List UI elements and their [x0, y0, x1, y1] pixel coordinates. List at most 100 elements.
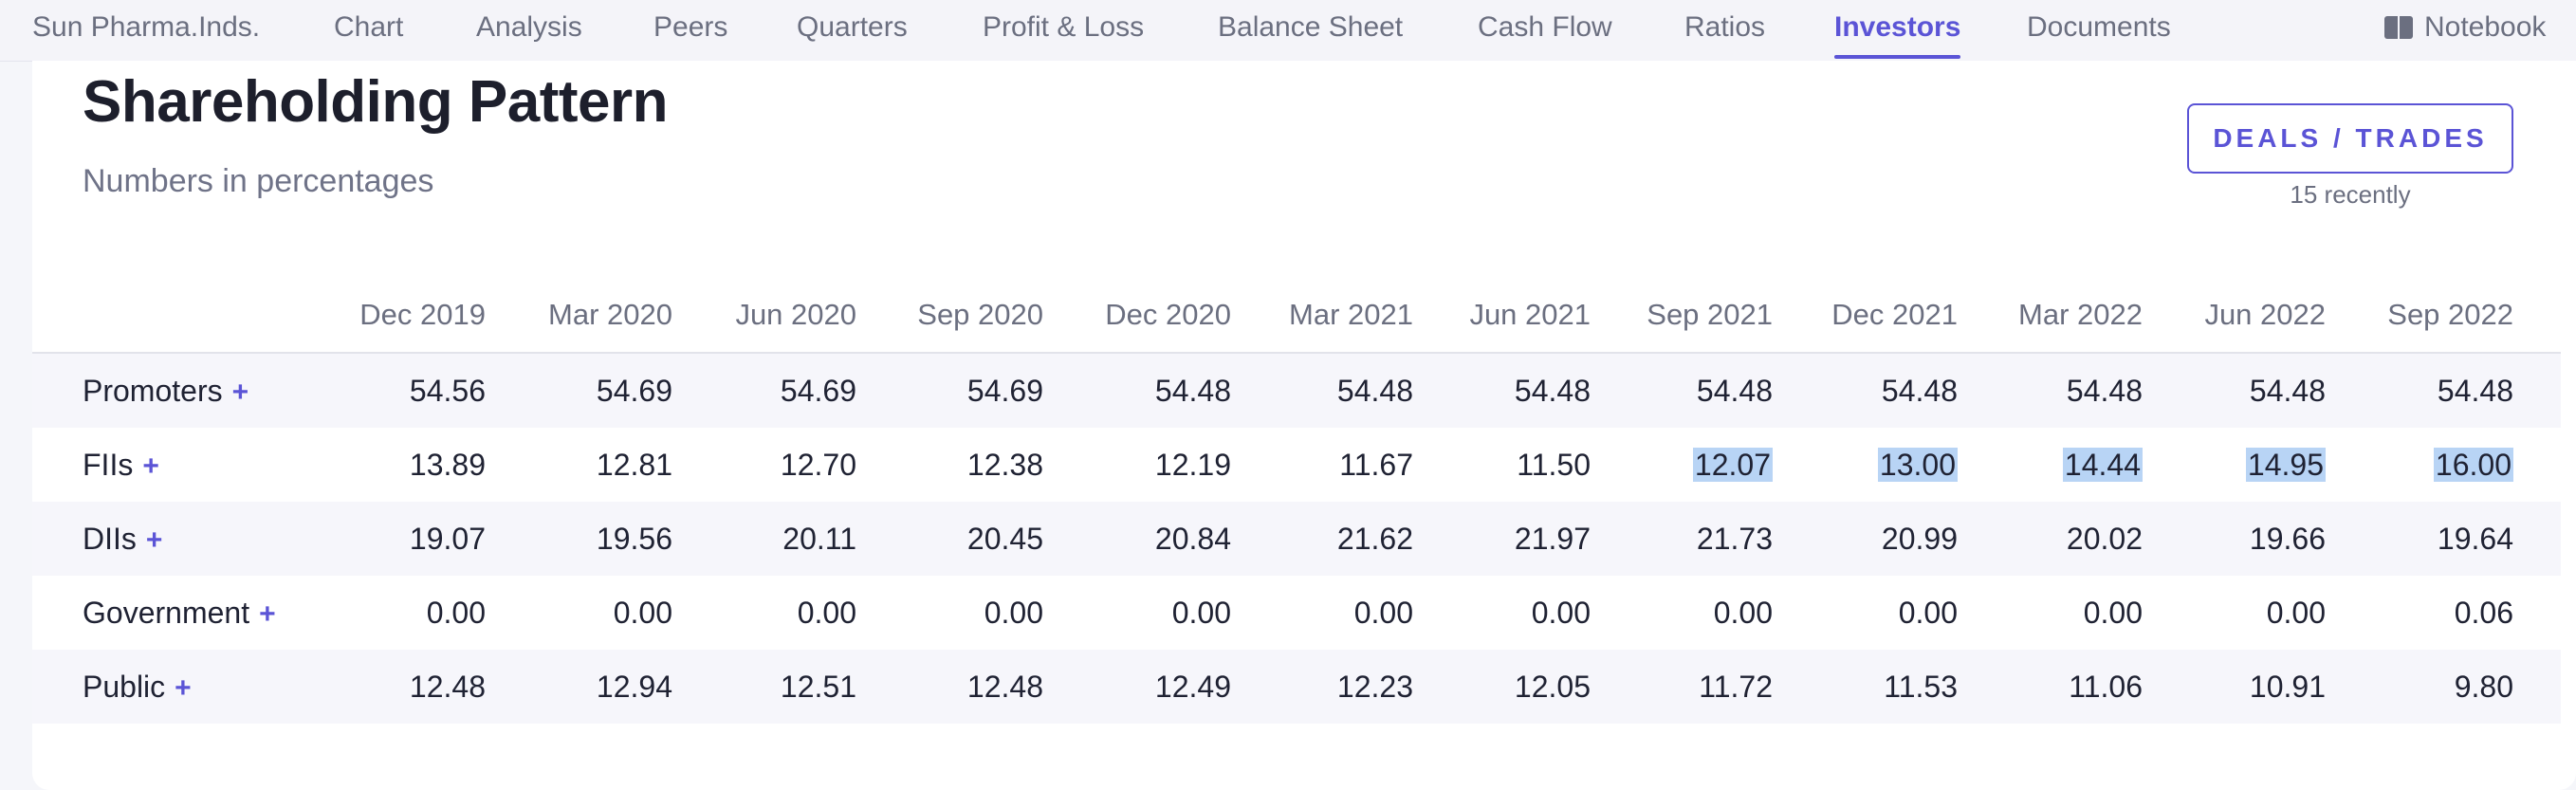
cell-value: 12.70	[780, 448, 856, 482]
table-row: FIIs +13.89 12.81 12.70 12.38 12.19 11.67 11.50…	[32, 428, 2561, 502]
table-cell: 12.48	[967, 650, 1043, 724]
table-cell: 12.49	[1155, 650, 1231, 724]
table-cell: 11.50	[1517, 428, 1591, 502]
table-row: Government + 0.00 0.00 0.00 0.00 0.00 0.00 0.00 0…	[32, 576, 2561, 650]
table-cell: 12.70	[781, 428, 856, 502]
column-header[interactable]: Sep 2022	[2387, 298, 2513, 331]
nav-tab-analysis[interactable]: Analysis	[476, 11, 582, 43]
column-header[interactable]: Sep 2020	[917, 298, 1043, 331]
table-cell: 16.00	[2433, 428, 2513, 502]
cell-value: 54.48	[1336, 374, 1413, 408]
table-cell: 54.48	[1337, 354, 1413, 428]
cell-value: 0.00	[426, 596, 486, 630]
row-label-government[interactable]: Government +	[83, 576, 276, 652]
table-cell: 12.94	[597, 650, 672, 724]
cell-value: 21.73	[1696, 522, 1773, 556]
cell-value: 16.00	[2433, 448, 2513, 482]
cell-value: 12.51	[780, 670, 856, 704]
table-body: Promoters +54.56 54.69 54.69 54.69 54.48 54.48…	[32, 354, 2561, 724]
column-header[interactable]: Dec 2019	[359, 298, 486, 331]
table-row: Promoters +54.56 54.69 54.69 54.69 54.48 54.48…	[32, 354, 2561, 428]
row-label-text: Promoters	[83, 374, 223, 408]
cell-value: 11.06	[2069, 670, 2143, 704]
cell-value: 9.80	[2454, 670, 2513, 704]
notebook-link[interactable]: Notebook	[2384, 0, 2546, 57]
nav-tab-peers[interactable]: Peers	[653, 11, 728, 43]
expand-plus-icon[interactable]: +	[142, 450, 159, 482]
column-header[interactable]: Jun 2022	[2204, 298, 2326, 331]
cell-value: 0.00	[797, 596, 856, 630]
expand-plus-icon[interactable]: +	[175, 672, 192, 704]
nav-tab-documents[interactable]: Documents	[2027, 11, 2171, 43]
table-cell: 0.00	[1172, 576, 1231, 650]
table-cell: 54.48	[2067, 354, 2143, 428]
cell-value: 20.99	[1881, 522, 1958, 556]
book-icon	[2384, 16, 2413, 39]
column-header[interactable]: Dec 2021	[1831, 298, 1958, 331]
table-cell: 13.89	[410, 428, 486, 502]
cell-value: 12.49	[1154, 670, 1231, 704]
column-header[interactable]: Mar 2021	[1289, 298, 1413, 331]
table-cell: 0.00	[1714, 576, 1773, 650]
row-label-promoters[interactable]: Promoters +	[83, 354, 248, 430]
cell-value: 12.81	[596, 448, 672, 482]
table-cell: 54.56	[410, 354, 486, 428]
cell-value: 54.48	[1154, 374, 1231, 408]
nav-company-name[interactable]: Sun Pharma.Inds.	[32, 11, 261, 43]
table-cell: 54.48	[1882, 354, 1958, 428]
cell-value: 54.48	[1514, 374, 1591, 408]
expand-plus-icon[interactable]: +	[259, 598, 276, 630]
cell-value: 12.07	[1692, 448, 1773, 482]
table-cell: 19.56	[597, 502, 672, 576]
table-cell: 54.48	[2438, 354, 2513, 428]
expand-plus-icon[interactable]: +	[231, 377, 249, 408]
nav-tab-cash-flow[interactable]: Cash Flow	[1478, 11, 1612, 43]
nav-tab-quarters[interactable]: Quarters	[797, 11, 908, 43]
nav-tab-chart[interactable]: Chart	[334, 11, 404, 43]
table-cell: 54.69	[597, 354, 672, 428]
cell-value: 54.48	[1696, 374, 1773, 408]
table-cell: 0.00	[614, 576, 672, 650]
cell-value: 13.89	[409, 448, 486, 482]
row-label-public[interactable]: Public +	[83, 650, 192, 726]
table-cell: 0.00	[1899, 576, 1958, 650]
cell-value: 54.48	[1881, 374, 1958, 408]
column-header[interactable]: Mar 2020	[548, 298, 672, 331]
deals-trades-button[interactable]: DEALS / TRADES	[2187, 103, 2513, 174]
table-cell: 12.48	[410, 650, 486, 724]
cell-value: 54.69	[780, 374, 856, 408]
nav-tab-ratios[interactable]: Ratios	[1684, 11, 1766, 43]
row-label-text: Public	[83, 670, 166, 704]
column-header[interactable]: Dec 2020	[1105, 298, 1231, 331]
table-cell: 14.44	[2062, 428, 2143, 502]
table-cell: 12.38	[967, 428, 1043, 502]
table-cell: 11.06	[2069, 650, 2143, 724]
column-header[interactable]: Mar 2022	[2018, 298, 2143, 331]
row-label-diis[interactable]: DIIs +	[83, 502, 162, 578]
nav-tab-profit-loss[interactable]: Profit & Loss	[983, 11, 1145, 43]
cell-value: 14.95	[2245, 448, 2326, 482]
nav-tab-balance-sheet[interactable]: Balance Sheet	[1218, 11, 1404, 43]
table-row: Public +12.48 12.94 12.51 12.48 12.49 12.23 12.…	[32, 650, 2561, 724]
table-cell: 14.95	[2245, 428, 2326, 502]
column-header[interactable]: Jun 2021	[1469, 298, 1591, 331]
cell-value: 0.00	[1531, 596, 1591, 630]
cell-value: 12.48	[409, 670, 486, 704]
cell-value: 11.67	[1339, 448, 1413, 482]
nav-tab-investors[interactable]: Investors	[1834, 0, 1961, 59]
section-title: Shareholding Pattern	[83, 69, 668, 135]
cell-value: 12.19	[1154, 448, 1231, 482]
table-cell: 21.97	[1515, 502, 1591, 576]
table-cell: 20.11	[782, 502, 856, 576]
cell-value: 54.69	[966, 374, 1043, 408]
table-cell: 12.05	[1515, 650, 1591, 724]
row-label-text: FIIs	[83, 448, 134, 482]
row-label-fiis[interactable]: FIIs +	[83, 428, 159, 504]
cell-value: 54.56	[409, 374, 486, 408]
column-header[interactable]: Sep 2021	[1647, 298, 1773, 331]
expand-plus-icon[interactable]: +	[145, 524, 163, 556]
table-cell: 0.00	[1354, 576, 1413, 650]
column-header[interactable]: Jun 2020	[735, 298, 856, 331]
cell-value: 20.02	[2066, 522, 2143, 556]
table-cell: 20.02	[2067, 502, 2143, 576]
